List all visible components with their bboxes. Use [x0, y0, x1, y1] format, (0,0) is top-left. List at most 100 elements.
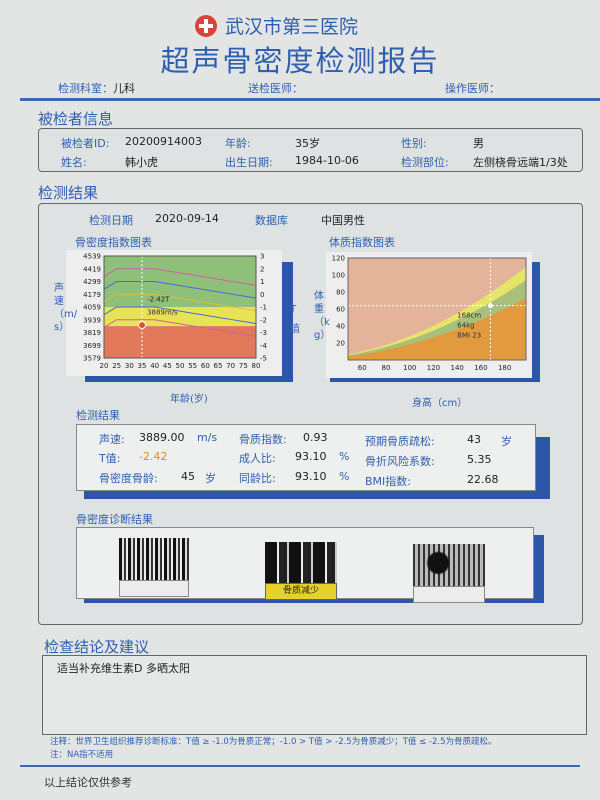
dob-value: 1984-10-06 [295, 154, 359, 167]
bmd-y2-tick: -4 [260, 342, 268, 350]
bmd-x-axis-label: 年龄(岁) [170, 394, 208, 405]
bmd-y2-tick: -2 [260, 316, 267, 324]
bmd-patient-point [138, 321, 146, 330]
dept-label: 检测科室： [58, 82, 113, 95]
osteoporosis-age-unit: 岁 [501, 435, 512, 448]
bmd-y-tick: 3579 [83, 355, 101, 363]
osteoporosis-age-label: 预期骨质疏松: [365, 435, 435, 448]
bmd-y2-tick: -1 [260, 304, 267, 312]
bmd-x-tick: 35 [138, 362, 147, 370]
name-value: 韩小虎 [125, 156, 158, 169]
bone-age-value: 45 [181, 470, 195, 483]
t-label: T值: [99, 452, 121, 465]
normal-bone-image [119, 538, 189, 580]
bmd-x-tick: 80 [252, 362, 261, 370]
date-label: 检测日期 [89, 214, 133, 227]
measure-section-title: 检测结果 [76, 409, 120, 422]
bone-age-unit: 岁 [205, 472, 216, 485]
bmd-annotation-sos: 3889m/s [147, 308, 178, 316]
age-value: 35岁 [295, 137, 320, 150]
bmd-x-tick: 70 [226, 362, 235, 370]
bmd-y2-tick: 2 [260, 265, 264, 273]
bmi-y-tick: 120 [332, 255, 345, 263]
bmd-x-tick: 25 [112, 362, 121, 370]
date-value: 2020-09-14 [155, 212, 219, 225]
bmd-y2-tick: -3 [260, 329, 267, 337]
disclaimer: 以上结论仅供参考 [44, 776, 132, 789]
age-ratio-label: 同龄比: [239, 472, 276, 485]
bmi-x-tick: 100 [403, 364, 416, 372]
fracture-risk-value: 5.35 [467, 453, 492, 466]
adult-ratio-value: 93.10 [295, 450, 327, 463]
bmi-y-tick: 60 [336, 306, 345, 314]
bmd-x-tick: 40 [150, 362, 159, 370]
bmd-y2-axis-label: T值 [290, 304, 300, 335]
patient-info-box: 被检者ID: 20200914003 年龄: 35岁 性别: 男 姓名: 韩小虎… [38, 128, 583, 172]
bmd-x-tick: 20 [100, 362, 109, 370]
bmi-annotation: BMI 23 [457, 332, 481, 340]
bmd-x-tick: 55 [188, 362, 197, 370]
id-value: 20200914003 [125, 135, 202, 148]
hospital-name: 武汉市第三医院 [225, 16, 359, 38]
bmd-chart-title: 骨密度指数图表 [75, 236, 152, 249]
bmd-y2-tick: 1 [260, 278, 264, 286]
db-label: 数据库 [255, 214, 288, 227]
normal-bone-tag [119, 580, 189, 597]
bmd-plot-frame [103, 255, 257, 359]
hospital-header: 武汉市第三医院 [195, 12, 358, 39]
measure-box: 声速: 3889.00 m/s T值: -2.42 骨密度骨龄: 45 岁 骨质… [76, 424, 536, 491]
id-label: 被检者ID: [61, 137, 110, 150]
bmd-y2-tick: 0 [260, 291, 264, 299]
bmi-y-tick: 80 [336, 289, 345, 297]
bmd-x-tick: 60 [201, 362, 210, 370]
patient-section-title: 被检者信息 [38, 110, 114, 128]
site-value: 左侧桡骨远端1/3处 [473, 156, 568, 169]
bmd-y-tick: 4299 [83, 278, 101, 286]
sos-value: 3889.00 [139, 431, 185, 444]
bmd-x-tick: 50 [176, 362, 185, 370]
conclusion-section-title: 检查结论及建议 [44, 638, 150, 656]
bmd-reference-curve [103, 293, 257, 312]
sex-value: 男 [473, 137, 484, 150]
header-divider [20, 98, 600, 101]
fracture-risk-label: 骨折风险系数: [365, 455, 435, 468]
t-value: -2.42 [139, 450, 168, 463]
operator-label: 操作医师： [445, 82, 500, 95]
diagnosis-section-title: 骨密度诊断结果 [76, 513, 153, 526]
na-note: 注：NA指不适用 [50, 750, 114, 760]
bmi-x-tick: 60 [358, 364, 367, 372]
age-ratio-unit: % [339, 470, 350, 483]
referring-doctor-label: 送检医师： [248, 82, 303, 95]
sos-unit: m/s [197, 431, 218, 444]
bmd-x-tick: 45 [163, 362, 172, 370]
bmd-band-osteopenia [104, 307, 256, 327]
diagnosis-box: 骨质减少 [76, 527, 534, 603]
adult-ratio-unit: % [339, 450, 350, 463]
bmi-label: BMI指数: [365, 475, 411, 488]
bmi-annotation: 64kg [457, 322, 474, 330]
bmd-reference-curve [103, 281, 257, 299]
results-section-title: 检测结果 [38, 184, 99, 202]
bmi-y-tick: 100 [332, 272, 345, 280]
name-label: 姓名: [61, 156, 87, 169]
bmi-x-axis-label: 身高（cm） [412, 398, 468, 409]
bmi-x-tick: 80 [382, 364, 391, 372]
bmd-x-tick: 30 [125, 362, 134, 370]
sex-label: 性别: [401, 137, 427, 150]
red-cross-logo-icon [195, 14, 217, 37]
bmi-band [348, 298, 526, 360]
footer-divider [20, 765, 580, 767]
osteoporosis-bone-image [413, 544, 485, 586]
bmd-y-tick: 3819 [83, 329, 101, 337]
bmd-y-tick: 4419 [83, 265, 101, 273]
bmd-band-osteoporosis [104, 326, 256, 358]
bmd-y2-tick: 3 [260, 253, 264, 261]
qi-value: 0.93 [303, 431, 328, 444]
dept-field: 检测科室：儿科 [58, 80, 135, 96]
bone-age-label: 骨密度骨龄: [99, 472, 158, 485]
site-label: 检测部位: [401, 156, 449, 169]
bmd-x-tick: 75 [239, 362, 248, 370]
bmi-y-axis-label: 体重（kg） [314, 291, 331, 341]
dob-label: 出生日期: [225, 156, 273, 169]
age-label: 年龄: [225, 137, 251, 150]
